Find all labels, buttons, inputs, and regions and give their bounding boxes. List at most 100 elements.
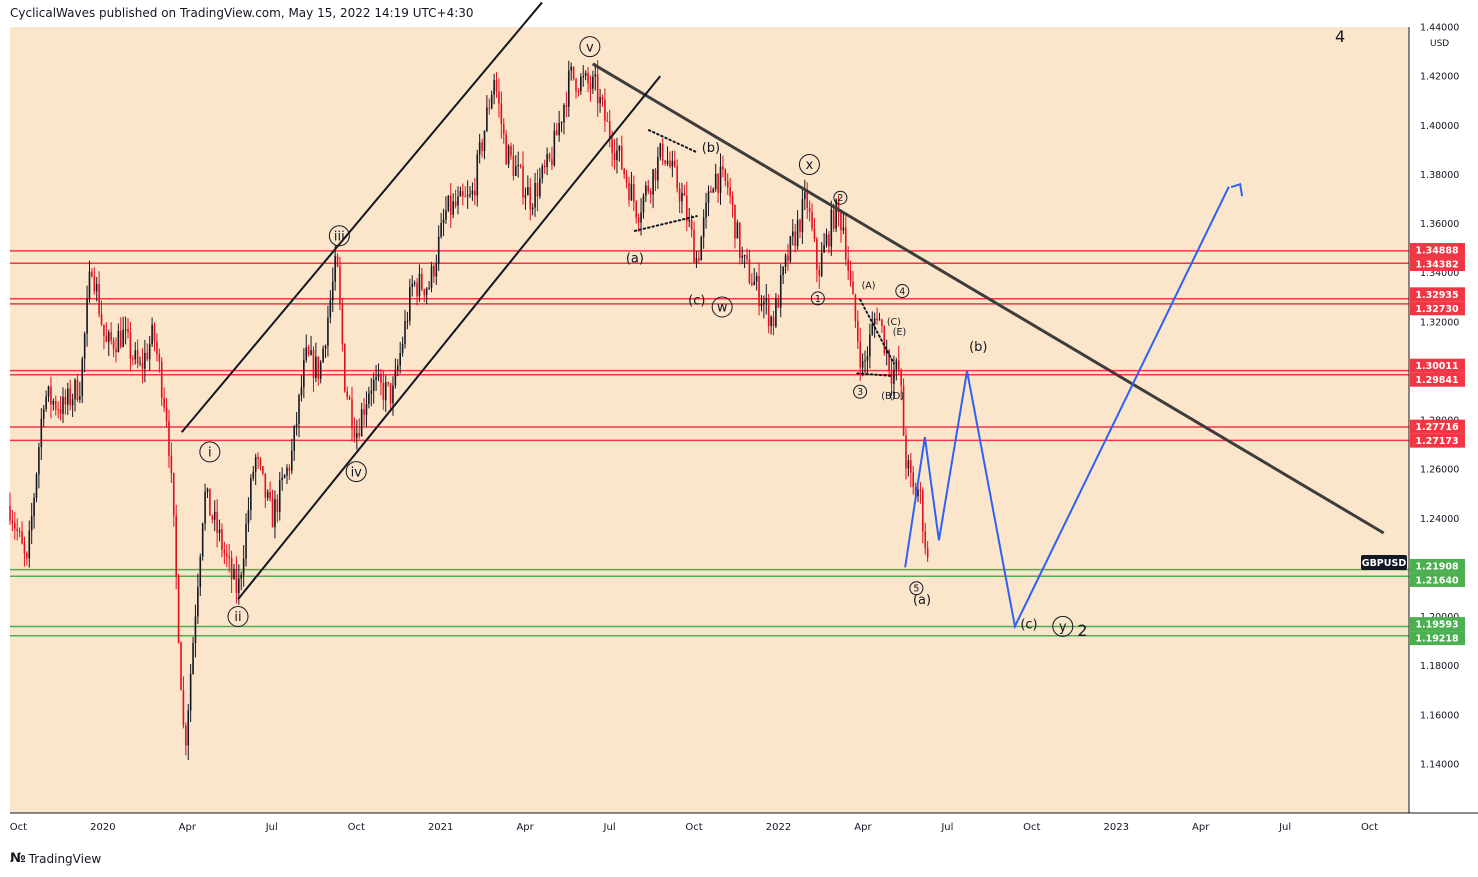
candle-body — [14, 523, 16, 529]
wave-label: (b) — [969, 340, 987, 355]
wave-circle — [328, 225, 350, 247]
candle-body — [495, 80, 498, 92]
dotted-line — [859, 298, 895, 365]
wave-circle — [833, 190, 848, 205]
candle-body — [112, 340, 115, 349]
candle-body — [88, 271, 91, 299]
candle-body — [428, 287, 430, 289]
candle-body — [551, 159, 553, 166]
candle-body — [471, 190, 474, 195]
wave-circle — [227, 606, 249, 627]
time-tick-label: Oct — [348, 822, 365, 833]
candle-body — [421, 273, 423, 290]
candle-body — [250, 478, 252, 511]
candle-body — [505, 134, 507, 165]
candle-body — [678, 188, 681, 202]
candle-body — [873, 318, 876, 325]
candle-body — [380, 373, 382, 383]
candle-body — [269, 491, 271, 500]
candle-body — [751, 283, 753, 286]
candle-body — [201, 523, 204, 557]
candle-body — [281, 477, 283, 480]
candle-body — [861, 360, 864, 368]
price-level-value: 1.32935 — [1415, 290, 1458, 301]
candle-body — [637, 217, 640, 223]
candle-body — [876, 318, 878, 320]
wave-circle — [579, 36, 601, 58]
candle-body — [844, 227, 847, 260]
candle-body — [570, 66, 572, 71]
tradingview-logo-icon[interactable]: № — [10, 851, 26, 866]
candle-body — [710, 191, 712, 193]
price-axis[interactable]: 1.140001.160001.180001.200001.220001.240… — [1410, 23, 1465, 771]
candle-body — [893, 369, 895, 384]
candle-body — [522, 165, 524, 198]
symbol-label: GBPUSD — [1362, 558, 1407, 569]
candle-body — [630, 183, 633, 201]
candle-body — [654, 169, 657, 181]
candle-body — [490, 94, 493, 109]
candle-body — [69, 388, 72, 406]
candle-body — [442, 219, 445, 223]
candle-body — [216, 511, 218, 534]
candle-body — [611, 139, 613, 154]
price-tick-label: 1.26000 — [1420, 465, 1459, 476]
candle-body — [789, 236, 792, 262]
candle-body — [62, 396, 64, 414]
candle-body — [100, 313, 103, 325]
price-tick-label: 1.16000 — [1420, 710, 1459, 721]
candle-body — [693, 229, 695, 263]
candle-body — [172, 472, 175, 516]
candle-body — [331, 281, 334, 301]
candle-body — [779, 274, 782, 308]
candle-body — [589, 83, 592, 89]
candle-body — [409, 287, 411, 321]
candle-body — [698, 258, 700, 261]
candle-body — [59, 409, 62, 414]
time-axis[interactable]: Oct 2020 Apr Jul Oct 2021 Apr Jul Oct 2022 Apr Jul O… — [10, 822, 1379, 833]
candle-body — [394, 370, 397, 386]
candle-body — [11, 520, 14, 524]
candle-body — [35, 474, 38, 498]
price-tick-label: 1.38000 — [1420, 170, 1459, 181]
candle-body — [567, 70, 570, 107]
candle-body — [794, 231, 796, 246]
candle-body — [67, 388, 69, 405]
candle-body — [830, 209, 833, 247]
candle-body — [336, 255, 339, 267]
candle-body — [351, 399, 353, 429]
wave-label: (D) — [889, 391, 904, 402]
candle-body — [852, 281, 854, 295]
candle-body — [840, 212, 842, 231]
candle-body — [148, 344, 151, 360]
candle-body — [811, 212, 813, 229]
candle-body — [315, 356, 317, 378]
price-level-value: 1.27716 — [1415, 422, 1459, 433]
candle-body — [905, 435, 907, 469]
candle-body — [481, 142, 483, 151]
candle-body — [507, 145, 510, 165]
candle-body — [28, 530, 31, 559]
candle-body — [129, 332, 132, 359]
candle-body — [177, 575, 180, 643]
candle-body — [274, 499, 276, 528]
wave-circle — [853, 384, 868, 399]
candle-body — [558, 122, 560, 136]
candle-body — [21, 531, 23, 544]
time-tick-label: Apr — [516, 822, 534, 833]
dotted-line — [647, 129, 698, 154]
candle-body — [252, 471, 255, 479]
candle-body — [423, 289, 426, 296]
symbol-badge[interactable] — [1361, 555, 1407, 570]
candle-body — [79, 396, 81, 400]
candle-body — [517, 165, 520, 167]
projection-path — [904, 182, 1244, 630]
candle-body — [139, 362, 141, 364]
candle-body — [57, 409, 59, 411]
wave-label: (a) — [913, 593, 931, 608]
candle-body — [791, 231, 794, 237]
candle-body — [890, 371, 893, 384]
price-tick-label: 1.32000 — [1420, 317, 1459, 328]
candle-body — [731, 196, 734, 205]
